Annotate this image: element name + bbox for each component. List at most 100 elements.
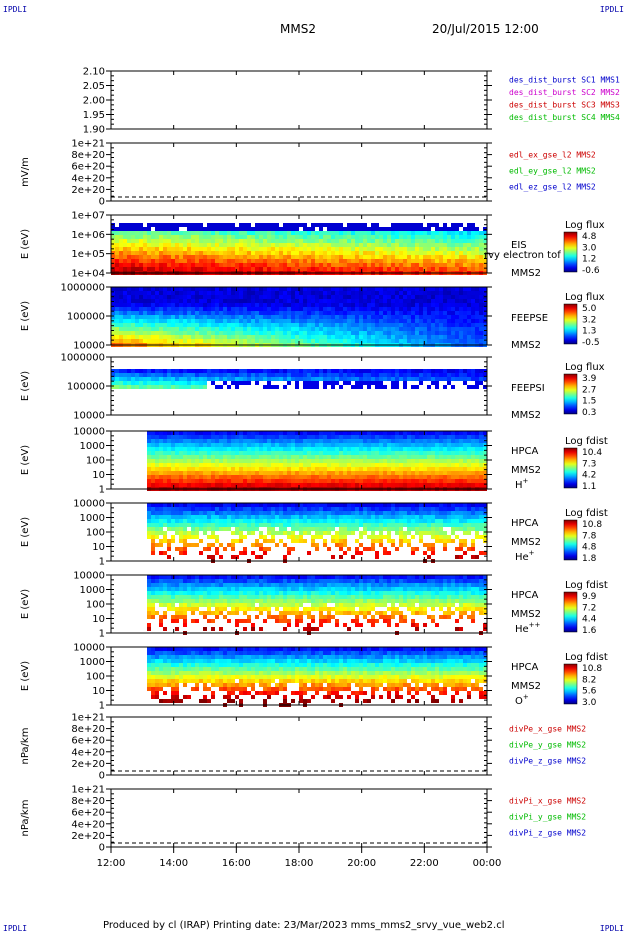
legend-entry: des_dist_burst SC1 MMS1 <box>509 75 620 84</box>
legend-entry: des_dist_burst SC2 MMS2 <box>509 88 620 97</box>
colorbar-tick-label: 1.3 <box>582 327 596 337</box>
x-tick-label: 22:00 <box>410 858 439 869</box>
panel-frame <box>110 716 488 776</box>
y-tick-label: 4e+20 <box>71 819 105 830</box>
colorbar-tick-label: 3.9 <box>582 374 597 384</box>
y-tick-label: 100 <box>86 456 105 467</box>
legend-entry: des_dist_burst SC3 MMS3 <box>509 101 620 110</box>
y-axis-label: mV/m <box>20 157 31 187</box>
colorbar-tick-label: 1.6 <box>582 626 597 636</box>
colorbar <box>563 447 578 489</box>
instrument-label: HPCA <box>511 662 539 673</box>
colorbar-tick-label: 4.2 <box>582 471 596 481</box>
y-axis-label: E (eV) <box>20 661 31 691</box>
y-tick-label: 10000 <box>73 427 105 438</box>
y-tick-label: 8e+20 <box>71 724 105 735</box>
colorbar-tick-label: 5.0 <box>582 304 597 314</box>
y-axis-label: E (eV) <box>20 371 31 401</box>
corner-tag-bottom-right: IPDLI <box>599 924 624 933</box>
colorbar-tick-label: -0.6 <box>582 266 600 276</box>
y-axis-label: nPa/km <box>20 800 31 837</box>
legend-entry: edl_ez_gse_l2 MMS2 <box>509 183 596 192</box>
y-tick-label: 2e+20 <box>71 831 105 842</box>
instrument-label: MMS2 <box>511 681 541 692</box>
instrument-label: rvy electron tof <box>484 250 561 261</box>
colorbar-tick-label: 0.3 <box>582 408 596 418</box>
instrument-label: MMS2 <box>511 410 541 421</box>
y-tick-label: 2e+20 <box>71 759 105 770</box>
colorbar-title: Log fdist <box>565 508 608 519</box>
y-axis-label: E (eV) <box>20 589 31 619</box>
y-tick-label: 2.00 <box>83 96 105 107</box>
colorbar-title: Log fdist <box>565 436 608 447</box>
legend-entry: edl_ex_gse_l2 MMS2 <box>509 151 596 160</box>
y-tick-label: 1e+04 <box>71 269 105 280</box>
species-label: He+ <box>515 549 535 563</box>
spectrogram-9 <box>147 647 487 707</box>
instrument-label: HPCA <box>511 590 539 601</box>
y-tick-label: 1000000 <box>60 283 105 294</box>
instrument-label: FEEPSE <box>511 313 548 324</box>
colorbar-tick-label: 1.1 <box>582 482 596 492</box>
legend-entry: divPi_y_gse MMS2 <box>509 813 586 822</box>
y-tick-label: 1e+21 <box>71 713 105 724</box>
y-tick-label: 10000 <box>73 643 105 654</box>
instrument-label: MMS2 <box>511 537 541 548</box>
colorbar <box>563 519 578 561</box>
y-tick-label: 1e+21 <box>71 139 105 150</box>
colorbar-title: Log flux <box>565 292 605 303</box>
colorbar-title: Log flux <box>565 220 605 231</box>
y-tick-label: 1e+05 <box>71 249 105 260</box>
panel-1: 2.10 2.05 2.00 1.95 1.90 des_dist_burst SC1 M… <box>83 67 620 136</box>
y-tick-label: 1000 <box>80 441 105 452</box>
x-tick-label: 14:00 <box>159 858 188 869</box>
y-tick-label: 100000 <box>67 312 105 323</box>
colorbar-tick-label: 4.8 <box>582 232 597 242</box>
spectrogram-5 <box>111 369 487 389</box>
y-tick-label: 2.05 <box>83 81 105 92</box>
corner-tag-bottom-left: IPDLI <box>3 924 28 933</box>
colorbar-title: Log flux <box>565 362 605 373</box>
colorbar-tick-label: 9.9 <box>582 592 597 602</box>
colorbar-tick-label: 1.8 <box>582 554 597 564</box>
footer-credit: Produced by cl (IRAP) Printing date: 23/… <box>103 920 505 931</box>
y-axis-label: E (eV) <box>20 517 31 547</box>
corner-tag-top-left: IPDLI <box>3 5 28 14</box>
colorbar <box>563 373 578 415</box>
y-tick-label: 6e+20 <box>71 162 105 173</box>
y-tick-label: 1000 <box>80 513 105 524</box>
y-tick-label: 1.90 <box>83 125 105 136</box>
y-tick-label: 100000 <box>67 382 105 393</box>
instrument-label: FEEPSI <box>511 383 545 394</box>
colorbar <box>563 591 578 633</box>
y-axis-label: nPa/km <box>20 728 31 765</box>
plot-date: 20/Jul/2015 12:00 <box>432 22 539 36</box>
x-tick-label: 00:00 <box>473 858 502 869</box>
y-tick-label: 0 <box>99 197 105 208</box>
instrument-label: MMS2 <box>511 268 541 279</box>
colorbar-tick-label: 4.8 <box>582 543 597 553</box>
y-tick-label: 10000 <box>73 411 105 422</box>
y-tick-label: 1000 <box>80 585 105 596</box>
colorbar-tick-label: 5.6 <box>582 687 597 697</box>
spectrogram-4 <box>111 287 487 347</box>
legend-entry: edl_ey_gse_l2 MMS2 <box>509 167 596 176</box>
species-label: H+ <box>515 477 529 491</box>
y-tick-label: 1 <box>99 485 105 496</box>
spectrogram-3 <box>111 223 487 275</box>
y-tick-label: 10000 <box>73 571 105 582</box>
x-tick-label: 12:00 <box>97 858 126 869</box>
y-tick-label: 1e+06 <box>71 230 105 241</box>
y-tick-label: 2e+20 <box>71 185 105 196</box>
panel-4: 1000000 100000 10000 E (eV) FEEPSE MMS2 Log fl… <box>20 283 605 352</box>
instrument-label: MMS2 <box>511 609 541 620</box>
legend-entry: des_dist_burst SC4 MMS4 <box>509 113 620 122</box>
instrument-label: MMS2 <box>511 465 541 476</box>
y-axis-label: E (eV) <box>20 301 31 331</box>
legend-entry: divPi_x_gse MMS2 <box>509 797 586 806</box>
